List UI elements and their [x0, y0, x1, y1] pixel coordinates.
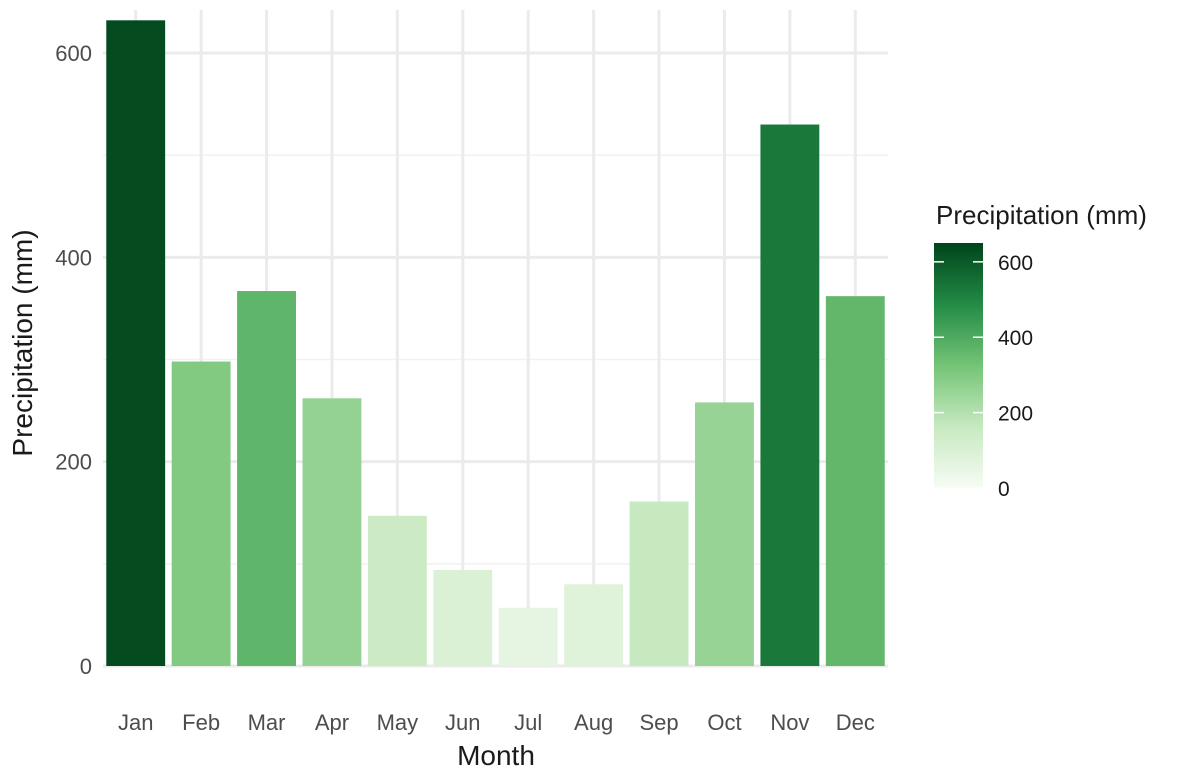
x-tick-label: Jan [118, 710, 153, 735]
legend-title: Precipitation (mm) [936, 200, 1147, 230]
x-tick-label: Aug [574, 710, 613, 735]
bar-jun [433, 569, 493, 666]
x-tick-label: Nov [770, 710, 809, 735]
x-tick-label: Mar [248, 710, 286, 735]
bar-aug [564, 584, 624, 666]
legend-tick-label: 200 [998, 403, 1033, 426]
bar-dec [825, 296, 885, 666]
bars [106, 20, 885, 667]
bar-jan [106, 20, 166, 667]
legend-colorbar [934, 243, 983, 488]
x-tick-label: Sep [639, 710, 678, 735]
y-axis-title: Precipitation (mm) [7, 229, 38, 456]
bar-sep [629, 501, 689, 666]
legend: Precipitation (mm) 0 200 400 600 [934, 200, 1147, 501]
x-axis-title: Month [457, 740, 535, 771]
x-tick-label: Feb [182, 710, 220, 735]
bar-nov [760, 124, 820, 667]
y-tick-label: 0 [80, 654, 92, 679]
y-axis-ticks: 0 200 400 600 [55, 41, 92, 679]
x-tick-label: Oct [707, 710, 741, 735]
x-tick-label: May [377, 710, 419, 735]
bar-may [367, 515, 427, 666]
bar-oct [695, 402, 754, 666]
x-tick-label: Dec [836, 710, 875, 735]
legend-tick-label: 400 [998, 327, 1033, 350]
legend-tick-label: 600 [998, 252, 1033, 275]
x-tick-label: Jul [514, 710, 542, 735]
bar-jul [498, 607, 558, 666]
y-tick-label: 200 [55, 450, 92, 475]
y-tick-label: 400 [55, 245, 92, 270]
legend-tick-label: 0 [998, 478, 1010, 501]
bar-feb [171, 361, 231, 666]
x-tick-label: Jun [445, 710, 480, 735]
legend-ticks: 0 200 400 600 [934, 252, 1033, 501]
x-tick-label: Apr [315, 710, 349, 735]
bar-apr [302, 398, 362, 666]
x-axis-ticks: Jan Feb Mar Apr May Jun Jul Aug Sep Oct Nov Dec [118, 710, 875, 735]
y-tick-label: 600 [55, 41, 92, 66]
bar-mar [237, 291, 296, 666]
